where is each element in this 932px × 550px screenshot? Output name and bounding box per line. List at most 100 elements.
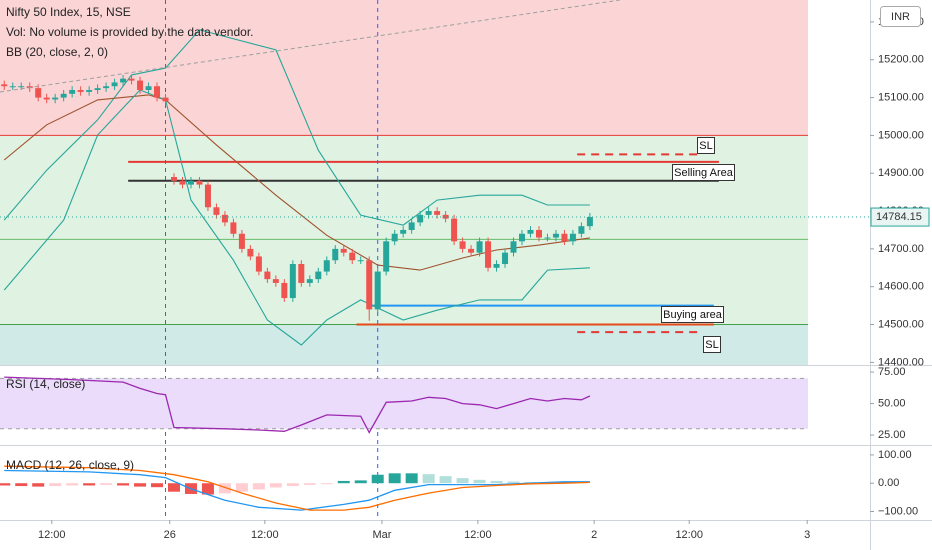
histogram-bar: [456, 478, 469, 484]
line-series: [4, 465, 590, 511]
candle-body: [272, 279, 279, 283]
candle-body: [544, 237, 551, 239]
y-tick-label: 14500.00: [878, 318, 924, 330]
candle-body: [77, 90, 84, 92]
currency-label: INR: [891, 11, 910, 23]
candle-body: [60, 93, 67, 98]
y-tick-label: 14400.00: [878, 356, 924, 368]
candle-body: [315, 271, 322, 280]
candle-body: [451, 218, 458, 242]
histogram-bar: [235, 483, 248, 492]
macd-title: MACD (12, 26, close, 9): [6, 458, 134, 472]
candle-body: [357, 260, 364, 262]
x-tick-label: 12:00: [464, 529, 492, 541]
candle-body: [510, 241, 517, 253]
candle-body: [408, 222, 415, 230]
candle-body: [196, 180, 203, 185]
candle-body: [154, 86, 161, 98]
candle-body: [434, 211, 441, 215]
candle-body: [569, 233, 576, 242]
last-price-label: 14784.15: [876, 211, 922, 223]
candle-body: [340, 248, 347, 253]
y-tick-label: 14900.00: [878, 167, 924, 179]
annotation-text: SL: [705, 339, 718, 351]
line-series: [4, 376, 591, 434]
histogram-bar: [405, 473, 418, 484]
candle-body: [187, 180, 194, 185]
y-tick-label: 14600.00: [878, 281, 924, 293]
histogram-bar: [320, 483, 333, 485]
candle-body: [247, 248, 254, 257]
rsi-band: [0, 378, 808, 429]
y-tick-label: −100.00: [878, 505, 918, 517]
histogram-bar: [286, 483, 299, 487]
candle-body: [230, 222, 237, 234]
candle-body: [94, 88, 101, 91]
y-tick-label: 100.00: [878, 449, 912, 461]
candle-body: [18, 86, 25, 88]
x-tick-label: 12:00: [675, 529, 703, 541]
candle-body: [162, 97, 169, 102]
candle-body: [561, 233, 568, 242]
histogram-bar: [252, 483, 265, 490]
line-series: [3, 89, 590, 346]
x-tick-label: 12:00: [251, 529, 279, 541]
candle-body: [52, 97, 59, 100]
candle-body: [459, 241, 466, 249]
candle-body: [366, 260, 373, 310]
axes: 14400.0014500.0014600.0014700.0014800.00…: [38, 16, 930, 541]
candle-body: [586, 217, 593, 227]
x-tick-label: 3: [804, 529, 810, 541]
histogram-bar: [168, 483, 180, 492]
histogram-bar: [371, 474, 384, 484]
background: [0, 0, 808, 520]
histogram-bar: [558, 481, 571, 484]
zone: [0, 0, 808, 136]
y-tick-label: 75.00: [878, 366, 906, 378]
x-tick-label: 26: [164, 529, 176, 541]
indicator-label: BB (20, close, 2, 0): [6, 45, 108, 59]
histogram-bar: [100, 483, 113, 485]
annotation: SL: [697, 137, 715, 154]
currency-box: [880, 6, 921, 27]
candle-body: [179, 180, 186, 185]
candle-body: [417, 214, 424, 223]
candle-body: [9, 86, 16, 88]
candle-body: [349, 252, 356, 261]
y-tick-label: 0.00: [878, 477, 899, 489]
y-tick-label: 50.00: [878, 397, 906, 409]
y-tick-label: 25.00: [878, 429, 906, 441]
candle-body: [213, 207, 220, 215]
candle-body: [519, 233, 525, 242]
candle-body: [383, 241, 390, 272]
candle-body: [552, 233, 559, 238]
zone: [0, 324, 808, 365]
candle-body: [306, 279, 313, 283]
histogram-bar: [337, 480, 350, 484]
candle-body: [391, 233, 398, 242]
candle-body: [128, 78, 135, 81]
candle-body: [298, 264, 305, 283]
last-price-box: [870, 207, 930, 227]
annotation: SL: [703, 336, 721, 353]
histogram-bar: [388, 473, 401, 484]
histogram-bar: [0, 483, 11, 486]
candle-body: [238, 233, 245, 249]
candle-body: [221, 214, 228, 223]
candle-body: [255, 256, 262, 272]
y-tick-label: 15000.00: [878, 129, 924, 141]
histogram-bar: [117, 483, 130, 486]
histogram-bar: [218, 483, 231, 494]
histogram-bar: [49, 483, 62, 487]
y-tick-label: 15100.00: [878, 91, 924, 103]
candle-body: [1, 84, 8, 87]
candle-body: [264, 271, 271, 280]
candle-body: [535, 229, 542, 238]
histogram-bar: [151, 483, 164, 488]
histogram-bar: [507, 481, 520, 484]
candle-body: [111, 82, 118, 87]
histogram-bar: [439, 476, 452, 484]
x-tick-label: Mar: [372, 529, 391, 541]
candle-body: [332, 248, 339, 261]
histogram-bar: [32, 483, 45, 487]
